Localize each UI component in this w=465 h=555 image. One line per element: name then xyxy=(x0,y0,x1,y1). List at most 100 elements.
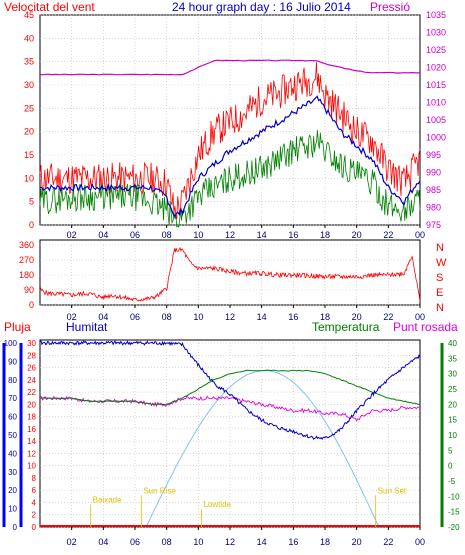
humidity-tick-label: 60 xyxy=(8,413,17,422)
x-tick-label: 00 xyxy=(415,312,425,322)
x-tick-label: 06 xyxy=(130,537,140,547)
rain-tick-label: 16 xyxy=(27,425,36,434)
x-tick-label: 02 xyxy=(67,230,77,240)
rain-tick-label: 6 xyxy=(32,486,37,495)
x-tick-label: 16 xyxy=(288,537,298,547)
humidity-tick-label: 70 xyxy=(8,394,17,403)
temp-tick-label: 0 xyxy=(448,462,453,471)
event-label: Sun Rise xyxy=(143,486,176,495)
humidity-tick-label: 30 xyxy=(8,468,17,477)
temp-tick-label: 20 xyxy=(448,400,457,409)
rain-tick-label: 24 xyxy=(27,376,36,385)
x-tick-label: 18 xyxy=(320,230,330,240)
dewpoint-label: Punt rosada xyxy=(393,320,458,334)
wind-tick-label: 15 xyxy=(24,150,34,160)
direction-tick-label: 0 xyxy=(29,300,34,310)
direction-series-line xyxy=(39,246,421,302)
humidity-tick-label: 80 xyxy=(8,376,17,385)
dewpoint-series-line xyxy=(39,395,421,422)
temperature-label: Temperatura xyxy=(312,320,380,334)
pressure-tick-label: 985 xyxy=(426,185,441,195)
wind-tick-label: 35 xyxy=(24,57,34,67)
compass-label: W xyxy=(436,257,447,269)
rain-tick-label: 28 xyxy=(27,351,36,360)
rain-tick-label: 2 xyxy=(32,511,37,520)
x-tick-label: 12 xyxy=(225,537,235,547)
compass-label: N xyxy=(436,242,444,254)
rain-label: Pluja xyxy=(4,320,31,334)
x-tick-label: 12 xyxy=(225,230,235,240)
humidity-label: Humitat xyxy=(66,320,108,334)
rain-tick-label: 18 xyxy=(27,413,36,422)
temp-series: Baixade Sun Rise Lowtide Sun Set xyxy=(39,340,421,528)
temp-tick-label: -15 xyxy=(448,508,460,517)
x-tick-label: 08 xyxy=(162,537,172,547)
direction-tick-label: 180 xyxy=(19,270,34,280)
event-label: Baixade xyxy=(93,495,122,504)
x-tick-label: 16 xyxy=(288,312,298,322)
rain-tick-label: 10 xyxy=(27,462,36,471)
direction-ticks: 02 04 06 08 10 12 14 16 18 20 22 00360270180900NWSE… xyxy=(19,240,447,322)
avg-speed-series-line xyxy=(39,95,421,218)
x-tick-label: 08 xyxy=(162,230,172,240)
pressure-tick-label: 1020 xyxy=(426,63,446,73)
chart-title: 24 hour graph day : 16 Julio 2014 xyxy=(172,0,351,14)
temp-tick-label: -5 xyxy=(448,477,456,486)
rain-tick-label: 30 xyxy=(27,339,36,348)
temp-tick-label: 15 xyxy=(448,416,457,425)
x-tick-label: 14 xyxy=(257,537,267,547)
rain-tick-label: 22 xyxy=(27,388,36,397)
temp-tick-label: 35 xyxy=(448,354,457,363)
temp-tick-label: 30 xyxy=(448,370,457,379)
x-tick-label: 12 xyxy=(225,312,235,322)
compass-label: S xyxy=(436,272,443,284)
event-label: Lowtide xyxy=(204,500,232,509)
x-tick-label: 10 xyxy=(193,312,203,322)
wind-tick-label: 10 xyxy=(24,173,34,183)
humidity-tick-label: 50 xyxy=(8,431,17,440)
x-tick-label: 20 xyxy=(352,537,362,547)
pressure-tick-label: 1025 xyxy=(426,45,446,55)
x-tick-label: 04 xyxy=(98,537,108,547)
temp-tick-label: 5 xyxy=(448,446,453,455)
x-tick-label: 00 xyxy=(415,230,425,240)
x-tick-label: 22 xyxy=(383,230,393,240)
humidity-tick-label: 90 xyxy=(8,357,17,366)
x-tick-label: 22 xyxy=(383,312,393,322)
wind-tick-label: 45 xyxy=(24,10,34,20)
x-tick-label: 10 xyxy=(193,230,203,240)
wind-ticks: 02 04 06 08 10 12 14 16 18 20 22 000510152025303540… xyxy=(24,10,446,240)
pressure-tick-label: 980 xyxy=(426,203,441,213)
direction-tick-label: 360 xyxy=(19,240,34,250)
wind-tick-label: 30 xyxy=(24,80,34,90)
x-tick-label: 04 xyxy=(98,312,108,322)
compass-label: E xyxy=(436,287,443,299)
humidity-series-line xyxy=(39,340,421,441)
pressure-tick-label: 1030 xyxy=(426,28,446,38)
pressure-tick-label: 1000 xyxy=(426,133,446,143)
temp-tick-label: -10 xyxy=(448,492,460,501)
x-tick-label: 02 xyxy=(67,537,77,547)
compass-label: N xyxy=(436,302,444,314)
wind-tick-label: 40 xyxy=(24,33,34,43)
direction-series xyxy=(39,246,421,302)
x-tick-label: 04 xyxy=(98,230,108,240)
wind-tick-label: 20 xyxy=(24,127,34,137)
humidity-tick-label: 100 xyxy=(4,339,18,348)
x-tick-label: 14 xyxy=(257,230,267,240)
rain-tick-label: 0 xyxy=(32,523,37,532)
wind-series xyxy=(39,59,421,228)
x-tick-label: 06 xyxy=(130,312,140,322)
rain-tick-label: 14 xyxy=(27,437,36,446)
humidity-tick-label: 10 xyxy=(8,505,17,514)
rain-tick-label: 26 xyxy=(27,364,36,373)
pressure-tick-label: 975 xyxy=(426,220,441,230)
rain-tick-label: 12 xyxy=(27,449,36,458)
temp-ticks: 02 04 06 08 10 12 14 16 18 20 22 000102030405060708… xyxy=(2,339,460,547)
pressure-tick-label: 1005 xyxy=(426,115,446,125)
x-tick-label: 06 xyxy=(130,230,140,240)
gust-series-line xyxy=(39,62,421,220)
x-tick-label: 10 xyxy=(193,537,203,547)
x-tick-label: 08 xyxy=(162,312,172,322)
